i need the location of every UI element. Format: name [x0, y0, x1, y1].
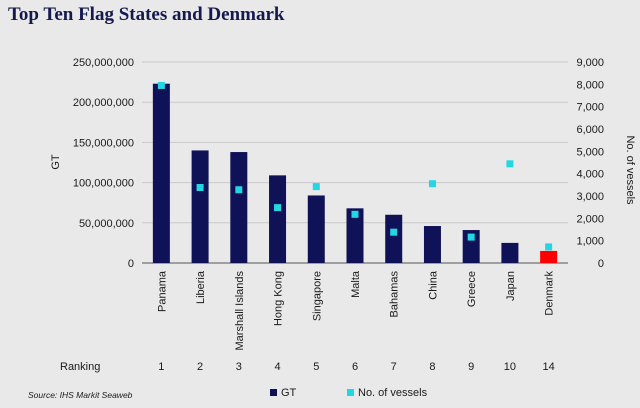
- bar-japan: [501, 242, 519, 263]
- y-axis-right-title: No. of vessels: [624, 135, 636, 205]
- vessel-marker-greece: [467, 233, 475, 241]
- ranking-value: 9: [468, 361, 474, 373]
- x-tick-label: China: [427, 270, 439, 300]
- x-tick-label: Hong Kong: [273, 271, 285, 326]
- bar-singapore: [307, 195, 325, 263]
- y-right-tick-label: 4,000: [576, 169, 604, 181]
- bar-hong-kong: [269, 175, 287, 263]
- ranking-row: Ranking 1 2 3 4 5 6 7 8 9 10 14: [60, 361, 555, 373]
- y-right-tick-label: 9,000: [576, 57, 604, 69]
- vessel-marker-liberia: [196, 184, 204, 192]
- y-right-tick-label: 8,000: [576, 79, 604, 91]
- y-tick-label: 150,000,000: [73, 137, 134, 149]
- x-tick-label: Singapore: [311, 271, 323, 321]
- x-tick-label: Denmark: [544, 271, 556, 316]
- x-tick-label: Malta: [350, 270, 362, 298]
- marker-series: [157, 81, 553, 251]
- y-right-tick-label: 2,000: [576, 213, 604, 225]
- vessel-marker-china: [428, 180, 436, 188]
- vessel-marker-denmark: [545, 243, 553, 251]
- ranking-value: 5: [313, 361, 319, 373]
- bar-malta: [346, 208, 364, 263]
- legend-label: No. of vessels: [358, 387, 428, 399]
- y-tick-label: 50,000,000: [79, 218, 134, 230]
- legend-label: GT: [281, 387, 297, 399]
- bar-liberia: [191, 150, 209, 263]
- y-axis-title: GT: [50, 154, 62, 170]
- y-right-tick-label: 0: [598, 258, 604, 270]
- y-right-tick-label: 6,000: [576, 124, 604, 136]
- x-tick-label: Greece: [466, 271, 478, 307]
- y-tick-label: 200,000,000: [73, 97, 134, 109]
- legend: GT No. of vessels: [270, 387, 428, 399]
- ranking-value: 4: [274, 361, 280, 373]
- ranking-value: 1: [158, 361, 164, 373]
- vessel-marker-panama: [157, 81, 165, 89]
- bar-denmark: [540, 250, 558, 263]
- bar-china: [423, 226, 441, 263]
- y-tick-label: 100,000,000: [73, 178, 134, 190]
- ranking-value: 2: [197, 361, 203, 373]
- ranking-label: Ranking: [60, 361, 100, 373]
- ranking-value: 8: [429, 361, 435, 373]
- legend-marker-swatch: [347, 389, 354, 396]
- y-right-tick-label: 3,000: [576, 191, 604, 203]
- vessel-marker-japan: [506, 160, 514, 168]
- x-axis-labels: Panama Liberia Marshall Islands Hong Kong Si…: [156, 270, 555, 350]
- legend-bar-swatch: [270, 389, 277, 396]
- bar-greece: [462, 230, 480, 263]
- y-tick-label: 250,000,000: [73, 57, 134, 69]
- right-axis: 0 1,000 2,000 3,000 4,000 5,000 6,000 7,000 8,00…: [576, 57, 604, 270]
- x-tick-label: Panama: [156, 270, 168, 312]
- y-right-tick-label: 1,000: [576, 236, 604, 248]
- left-axis: 0 50,000,000 100,000,000 150,000,000 200,000…: [73, 57, 134, 270]
- vessel-marker-malta: [351, 210, 359, 218]
- ranking-value: 10: [504, 361, 516, 373]
- x-tick-label: Liberia: [195, 270, 207, 304]
- ranking-value: 3: [236, 361, 242, 373]
- vessel-marker-hong-kong: [274, 204, 282, 212]
- ranking-value: 6: [352, 361, 358, 373]
- y-right-tick-label: 7,000: [576, 102, 604, 114]
- x-tick-label: Japan: [505, 271, 517, 301]
- x-tick-label: Bahamas: [389, 271, 401, 318]
- x-tick-label: Marshall Islands: [234, 271, 246, 351]
- y-tick-label: 0: [128, 258, 134, 270]
- bar-series: [152, 83, 558, 263]
- vessel-marker-bahamas: [390, 228, 398, 236]
- y-right-tick-label: 5,000: [576, 146, 604, 158]
- bar-panama: [152, 83, 170, 263]
- ranking-value: 7: [391, 361, 397, 373]
- source-note: Source: IHS Markit Seaweb: [28, 390, 133, 400]
- bar-bahamas: [385, 214, 403, 263]
- ranking-value: 14: [543, 361, 555, 373]
- vessel-marker-singapore: [312, 183, 320, 191]
- chart-title: Top Ten Flag States and Denmark: [8, 4, 285, 25]
- vessel-marker-marshall-islands: [235, 186, 243, 194]
- bar-marshall-islands: [230, 152, 248, 263]
